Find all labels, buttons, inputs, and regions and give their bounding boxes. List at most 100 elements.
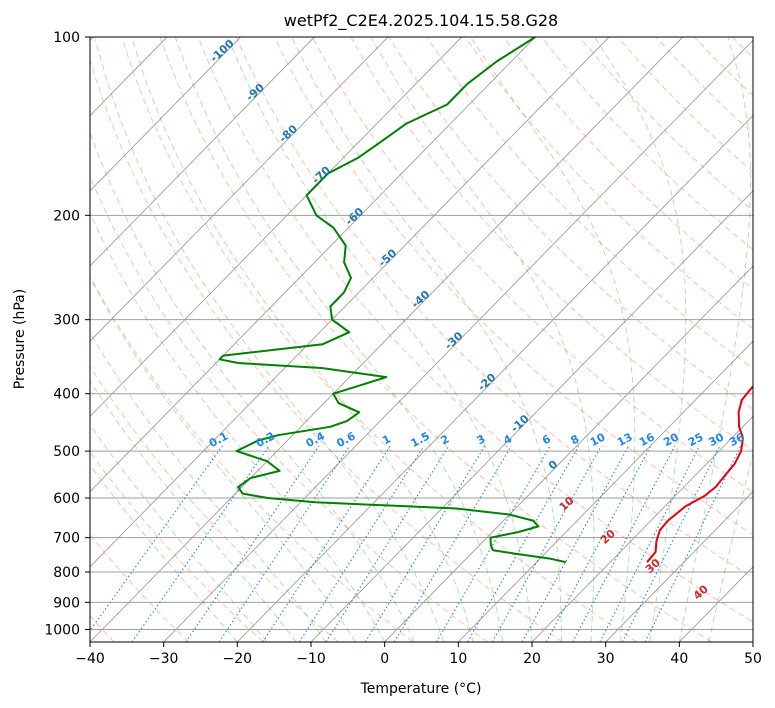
mixing-ratio-label: 6	[540, 432, 553, 447]
moist-adiabat	[90, 211, 386, 642]
moist-adiabat	[90, 130, 415, 642]
mixing-ratio-label: 36	[727, 430, 747, 449]
mixing-ratio-label: 30	[706, 430, 726, 449]
isotherm-label: -20	[475, 371, 499, 394]
x-tick-label: 30	[597, 651, 615, 667]
isotherm-label: -90	[243, 81, 267, 104]
mixing-ratio-label: 10	[588, 430, 608, 449]
temperature-profile	[646, 385, 753, 563]
mixing-ratio-label: 20	[661, 430, 681, 449]
isotherm-line	[679, 566, 753, 642]
mixing-ratio-line	[572, 445, 676, 642]
dry-adiabat	[464, 37, 753, 330]
x-tick-label: −10	[296, 651, 326, 667]
isotherm-line	[90, 37, 536, 493]
moist-adiabat	[594, 37, 687, 642]
grid-layer	[90, 37, 753, 642]
moist-adiabat	[227, 37, 533, 642]
y-tick-label: 900	[53, 595, 80, 611]
dry-adiabat	[426, 37, 753, 370]
x-tick-label: −40	[75, 651, 105, 667]
isotherm-line	[90, 37, 315, 267]
isotherm-label: -70	[310, 163, 334, 186]
mixing-ratio-line	[90, 445, 223, 632]
dry-adiabat	[90, 274, 414, 642]
mixing-ratio-line	[521, 445, 629, 642]
moist-adiabat	[370, 37, 595, 642]
x-tick-label: −30	[149, 651, 179, 667]
mixing-ratio-label: 8	[569, 432, 582, 447]
moist-adiabat	[174, 37, 503, 642]
y-tick-label: 200	[53, 208, 80, 224]
isotherm-line	[90, 37, 683, 642]
dry-adiabat	[90, 57, 563, 642]
chart-title: wetPf2_C2E4.2025.104.15.58.G28	[284, 11, 558, 31]
tick-layer: −40 −30 −20 −10 0 10 20 30 40 5010020030040050060…	[44, 30, 762, 667]
mixing-ratio-label: 25	[686, 430, 706, 449]
isotherm-label: -40	[409, 288, 433, 311]
dry-adiabat	[579, 37, 753, 212]
isotherm-line	[90, 37, 389, 342]
dry-adiabat	[732, 37, 753, 59]
y-tick-label: 800	[53, 565, 80, 581]
isotherm-line	[90, 37, 610, 568]
x-tick-label: −20	[223, 651, 253, 667]
isotherm-line	[531, 415, 753, 642]
moist-adiabat-label: 30	[643, 556, 663, 576]
isotherm-line	[458, 340, 753, 642]
profile-layer	[218, 37, 753, 564]
dewpoint-profile	[218, 37, 567, 564]
dry-adiabat	[90, 175, 488, 642]
moist-adiabat	[290, 37, 562, 642]
mixing-ratio-line	[545, 445, 652, 642]
x-axis-label: Temperature (°C)	[360, 681, 482, 697]
mixing-ratio-label: 13	[615, 430, 635, 449]
x-tick-label: 40	[670, 651, 688, 667]
x-tick-label: 10	[449, 651, 467, 667]
dry-adiabat	[655, 37, 753, 135]
isotherm-line	[90, 37, 241, 192]
isotherm-line	[90, 37, 462, 418]
mixing-ratio-line	[621, 445, 721, 642]
x-tick-label: 50	[744, 651, 762, 667]
isotherm-line	[163, 39, 753, 642]
moist-adiabat-label: 20	[598, 527, 618, 547]
moist-adiabat	[708, 451, 753, 642]
isotherm-label: -60	[343, 205, 367, 228]
moist-adiabat	[131, 37, 474, 642]
isotherm-line	[605, 490, 753, 642]
dry-adiabat	[388, 37, 753, 410]
mixing-ratio-line	[467, 445, 580, 642]
mixing-ratio-layer	[90, 445, 742, 642]
moist-adiabat	[90, 463, 238, 642]
y-tick-label: 600	[53, 491, 80, 507]
mixing-ratio-line	[644, 445, 742, 642]
mixing-ratio-line	[491, 445, 602, 642]
dry-adiabat	[350, 37, 753, 451]
dry-adiabat	[617, 37, 753, 173]
y-tick-label: 300	[53, 313, 80, 329]
mixing-ratio-line	[364, 445, 486, 642]
mixing-ratio-label: 16	[637, 430, 657, 449]
dry-adiabat	[274, 37, 753, 536]
mixing-ratio-label: 4	[501, 432, 514, 447]
dry-adiabat	[90, 451, 264, 642]
moist-adiabat-label: 40	[691, 582, 711, 602]
moist-adiabat	[90, 276, 356, 642]
isotherm-line	[310, 190, 753, 642]
dry-adiabat	[693, 37, 753, 97]
mixing-ratio-label: 3	[475, 432, 488, 447]
dry-adiabat	[121, 37, 638, 642]
mixing-ratio-line	[325, 445, 450, 642]
dry-adiabat	[235, 37, 753, 579]
mixing-ratio-label: 1	[380, 432, 393, 447]
x-tick-label: 0	[380, 651, 389, 667]
isotherm-line	[237, 114, 753, 642]
isotherm-label: -100	[208, 37, 237, 65]
y-tick-label: 500	[53, 444, 80, 460]
moist-adiabat	[90, 331, 327, 642]
moist-adiabat-label: 10	[557, 494, 577, 514]
dry-adiabat	[502, 37, 753, 290]
mixing-ratio-label: 0.1	[207, 429, 230, 450]
isotherm-line	[752, 641, 753, 642]
